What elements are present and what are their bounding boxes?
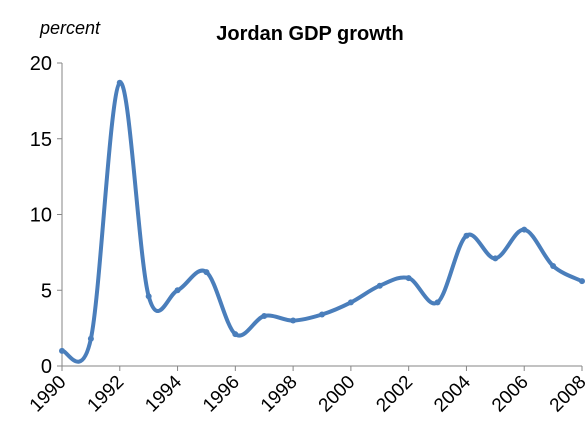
data-point [290,317,297,324]
data-point [232,331,239,338]
data-point [174,287,181,294]
data-point [261,313,268,320]
data-point [87,335,94,342]
x-axis-ticks: 1990 1992 1994 1996 1998 2000 2002 2004 2006 2008 [26,366,586,416]
data-point [59,347,65,354]
x-tick-label: 2000 [315,372,360,417]
data-point [347,299,354,306]
x-tick-label: 1998 [257,372,302,417]
data-point [319,311,325,318]
data-point [434,299,441,306]
data-point [521,226,528,233]
data-point [492,255,499,262]
x-tick-label: 1992 [84,372,129,417]
x-tick-label: 2008 [546,372,586,417]
y-axis-ticks: 0 5 10 15 20 [30,53,62,378]
data-point [376,282,383,289]
data-point [116,79,123,86]
y-tick-label: 0 [41,356,52,378]
y-tick-label: 5 [41,280,52,302]
chart-title: Jordan GDP growth [216,23,403,45]
x-tick-label: 2006 [488,372,533,417]
data-point [463,232,470,239]
y-tick-label: 10 [30,205,52,227]
x-tick-label: 2004 [430,371,475,416]
series-line [60,80,584,364]
y-tick-label: 20 [30,53,52,75]
data-point [405,275,412,282]
x-tick-label: 1990 [26,372,71,417]
x-tick-label: 1994 [141,371,186,416]
x-tick-label: 1996 [199,372,244,417]
x-tick-label: 2002 [372,372,417,417]
data-point [579,278,585,285]
data-point [145,293,152,300]
data-point [203,269,210,276]
unit-label: percent [39,18,101,38]
data-point [550,263,557,270]
plot-area [59,79,585,364]
y-tick-label: 15 [30,129,52,151]
